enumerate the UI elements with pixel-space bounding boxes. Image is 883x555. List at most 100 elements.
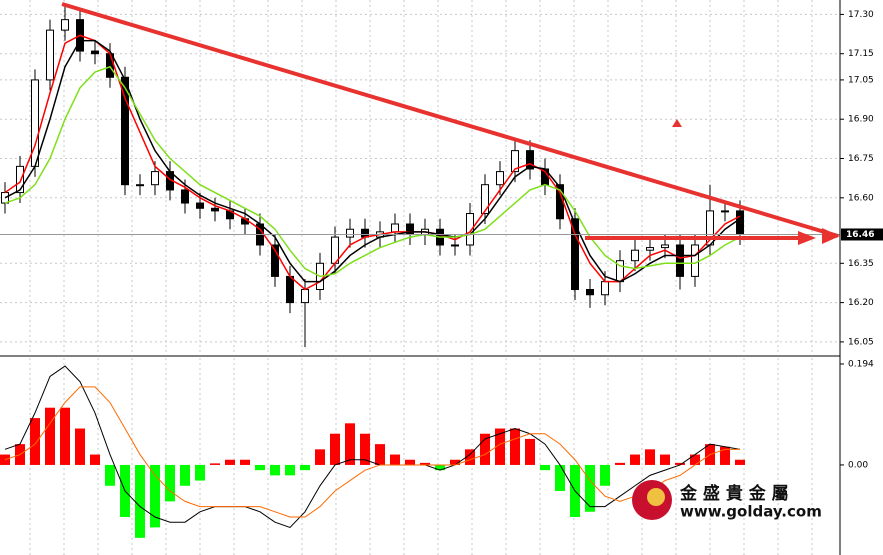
- candle-body: [721, 210, 729, 213]
- candle-body: [91, 50, 99, 55]
- macd-line: [4, 386, 740, 518]
- triangle-marker: [672, 119, 682, 127]
- histogram-bar: [150, 464, 160, 528]
- histogram-bar: [165, 464, 175, 502]
- histogram-bar: [180, 464, 190, 486]
- histogram-bar: [645, 449, 655, 465]
- y-tick-label: 0.194: [848, 359, 874, 369]
- histogram-bar: [675, 462, 685, 465]
- histogram-bar: [345, 423, 355, 465]
- candle-body: [691, 244, 699, 277]
- candle-body: [196, 202, 204, 209]
- candle-body: [271, 244, 279, 277]
- histogram-bar: [210, 463, 220, 465]
- logo-url: www.golday.com: [680, 503, 822, 521]
- histogram-bar: [735, 459, 745, 465]
- candle-body: [31, 79, 39, 167]
- histogram-bar: [420, 462, 430, 465]
- candle-body: [481, 184, 489, 215]
- candle-body: [301, 289, 309, 304]
- logo-name: 金 盛 貴 金 屬: [679, 483, 789, 504]
- trend-arrow-head: [822, 228, 840, 244]
- histogram-bar: [75, 428, 85, 465]
- y-tick-label: 16.60: [848, 193, 874, 203]
- histogram-bar: [450, 459, 460, 465]
- histogram-bar: [285, 464, 295, 476]
- moving-average-line: [4, 65, 741, 278]
- logo-inner: [647, 488, 665, 506]
- histogram-bar: [270, 464, 280, 476]
- candle-body: [736, 210, 744, 235]
- histogram-bar: [390, 454, 400, 465]
- candle-body: [496, 171, 504, 186]
- candle-body: [181, 189, 189, 204]
- candle-body: [61, 19, 69, 31]
- y-tick-label: 16.90: [848, 115, 874, 125]
- moving-average-line: [4, 34, 741, 291]
- histogram-bar: [435, 464, 445, 471]
- y-tick-label: 16.75: [848, 154, 874, 164]
- candle-body: [391, 223, 399, 233]
- histogram-bar: [690, 454, 700, 465]
- logo: 金 盛 貴 金 屬 www.golday.com: [632, 480, 822, 521]
- histogram-bar: [540, 464, 550, 471]
- histogram-bar: [60, 407, 70, 465]
- candle-body: [151, 171, 159, 186]
- candle-body: [466, 213, 474, 246]
- histogram-bar: [405, 459, 415, 465]
- moving-average-line: [4, 39, 741, 283]
- candle-body: [511, 150, 519, 173]
- histogram-bar: [135, 464, 145, 538]
- current-price-label: 16.46: [846, 230, 874, 240]
- current-price-box: [841, 228, 883, 241]
- y-tick-label: 16.35: [848, 259, 874, 269]
- histogram-bar: [615, 462, 625, 465]
- histogram-bar: [600, 464, 610, 486]
- macd-line: [4, 365, 741, 528]
- histogram-bar: [105, 464, 115, 486]
- histogram-bar: [360, 433, 370, 465]
- histogram-bar: [555, 464, 565, 491]
- histogram-bar: [630, 454, 640, 465]
- histogram-bar: [525, 438, 535, 465]
- histogram-bar: [90, 454, 100, 465]
- histogram-bar: [585, 464, 595, 512]
- candle-body: [211, 207, 219, 212]
- candle-body: [16, 165, 24, 194]
- histogram-bar: [480, 433, 490, 465]
- histogram-bar: [195, 464, 205, 481]
- y-tick-label: 0.00: [848, 460, 868, 470]
- candle-body: [451, 244, 459, 247]
- candle-body: [571, 218, 579, 291]
- histogram-bar: [240, 459, 250, 465]
- histogram-bar: [660, 454, 670, 465]
- trend-line: [61, 2, 839, 238]
- histogram-bar: [45, 407, 55, 465]
- histogram-bar: [330, 433, 340, 465]
- histogram-bar: [720, 446, 730, 465]
- candle-body: [646, 247, 654, 251]
- y-tick-label: 17.05: [848, 75, 874, 85]
- histogram-bar: [495, 428, 505, 465]
- candle-body: [526, 150, 534, 170]
- y-tick-label: 16.05: [848, 337, 874, 347]
- candle-body: [676, 244, 684, 277]
- histogram-bar: [510, 428, 520, 465]
- horizontal-arrow-head: [798, 231, 816, 245]
- candle-body: [286, 275, 294, 304]
- y-tick-label: 16.20: [848, 298, 874, 308]
- histogram-bar: [225, 459, 235, 465]
- histogram-bar: [315, 449, 325, 465]
- candle-body: [661, 244, 669, 249]
- candle-body: [121, 76, 129, 186]
- histogram-bar: [255, 464, 265, 471]
- histogram-bar: [30, 418, 40, 465]
- histogram-bar: [300, 464, 310, 471]
- candle-body: [601, 281, 609, 296]
- y-tick-label: 17.30: [848, 10, 874, 20]
- histogram-bar: [375, 444, 385, 465]
- candle-body: [136, 184, 144, 187]
- y-tick-label: 17.15: [848, 49, 874, 59]
